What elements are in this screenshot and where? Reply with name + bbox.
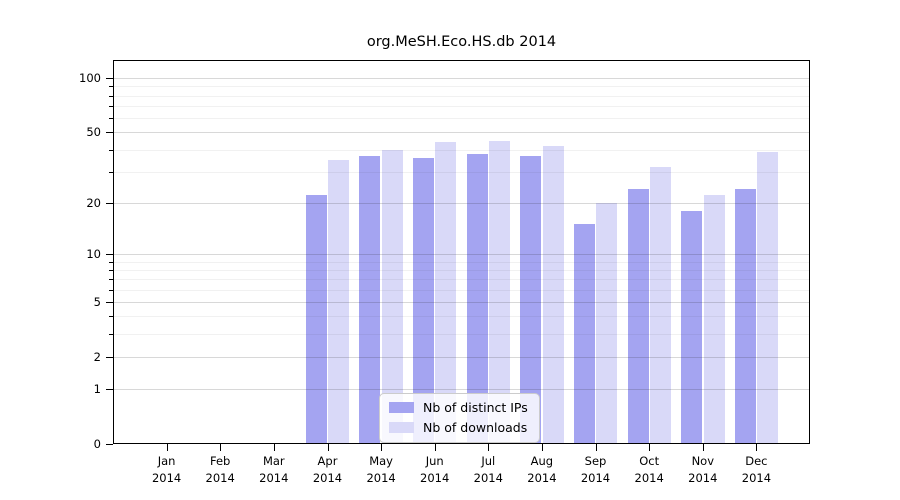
y-tick-label: 50: [86, 125, 101, 140]
y-axis-minor-tick: [109, 261, 113, 263]
gridline-minor: [113, 171, 810, 173]
x-axis-tick: [756, 444, 758, 451]
x-tick-label: Jan 2014: [151, 454, 182, 485]
x-axis-tick: [166, 444, 168, 451]
y-tick-label: 1: [93, 382, 101, 397]
x-axis-tick: [434, 444, 436, 451]
bar-ips-dec: [734, 188, 756, 444]
bar-ips-jun: [413, 157, 434, 444]
gridline-major: [113, 302, 810, 303]
legend-label-downloads: Nb of downloads: [423, 420, 528, 435]
x-tick-label: Aug 2014: [527, 454, 557, 485]
x-tick-label: Dec 2014: [741, 454, 772, 485]
legend-label-ips: Nb of distinct IPs: [423, 400, 528, 415]
bar-downloads-nov: [703, 195, 725, 444]
x-tick-label: Jul 2014: [473, 454, 503, 485]
y-axis-minor-tick: [109, 279, 113, 281]
x-tick-label: Jun 2014: [420, 454, 450, 485]
y-axis-minor-tick: [109, 289, 113, 291]
y-tick-label: 10: [86, 246, 101, 261]
y-axis-tick: [106, 132, 113, 134]
y-axis-tick: [106, 202, 113, 204]
y-axis-tick: [106, 356, 113, 358]
x-axis-tick: [273, 444, 275, 451]
bar-ips-nov: [681, 210, 703, 444]
y-tick-label: 20: [86, 195, 101, 210]
legend-item-downloads: Nb of downloads: [389, 420, 528, 435]
x-tick-label: May 2014: [366, 454, 396, 485]
gridline-minor: [113, 261, 810, 263]
bar-downloads-sep: [596, 202, 618, 444]
gridline-minor: [113, 149, 810, 151]
x-axis-tick: [702, 444, 704, 451]
bar-downloads-oct: [649, 166, 671, 444]
y-tick-label: 0: [93, 437, 101, 451]
y-axis-tick: [106, 389, 113, 391]
bar-ips-jul: [466, 153, 488, 444]
x-axis-tick: [649, 444, 651, 451]
y-axis-minor-tick: [109, 316, 113, 318]
x-axis-tick: [381, 444, 383, 451]
legend-swatch-ips: [389, 402, 414, 413]
x-tick-label: Feb 2014: [205, 454, 235, 485]
y-axis-minor-tick: [109, 149, 113, 151]
gridline-minor: [113, 279, 810, 281]
plot-area: [113, 60, 810, 444]
gridline-minor: [113, 106, 810, 108]
y-axis-minor-tick: [109, 95, 113, 97]
gridline-minor: [113, 118, 810, 120]
y-tick-label: 5: [93, 295, 101, 309]
x-axis-tick: [327, 444, 329, 451]
bar-downloads-aug: [542, 145, 564, 444]
gridline-minor: [113, 269, 810, 271]
gridline-minor: [113, 316, 810, 318]
gridline-major: [113, 78, 810, 80]
bar-ips-sep: [573, 224, 595, 444]
y-axis-tick: [106, 253, 113, 255]
x-tick-label: Mar 2014: [259, 454, 289, 485]
bar-downloads-jul: [489, 140, 510, 444]
x-axis-tick: [220, 444, 222, 451]
y-axis-minor-tick: [109, 106, 113, 108]
y-axis-minor-tick: [109, 171, 113, 173]
gridline-minor: [113, 334, 810, 336]
y-axis-minor-tick: [109, 118, 113, 120]
bar-ips-oct: [627, 188, 649, 444]
x-axis-tick: [488, 444, 490, 451]
legend-item-distinct-ips: Nb of distinct IPs: [389, 400, 528, 415]
y-axis-tick: [106, 302, 113, 303]
y-axis-minor-tick: [109, 269, 113, 271]
chart-title: org.MeSH.Eco.HS.db 2014: [366, 34, 557, 50]
y-axis-minor-tick: [109, 334, 113, 336]
bar-ips-apr: [305, 195, 327, 444]
y-axis-tick: [106, 444, 113, 445]
bar-downloads-dec: [757, 151, 779, 444]
bar-ips-aug: [520, 155, 542, 444]
gridline-major: [113, 389, 810, 391]
y-axis-tick: [106, 78, 113, 80]
y-axis-minor-tick: [109, 86, 113, 88]
gridline-major: [113, 253, 810, 255]
gridline-minor: [113, 86, 810, 88]
x-tick-label: Sep 2014: [580, 454, 611, 485]
y-tick-label: 2: [93, 349, 101, 364]
gridline-minor: [113, 289, 810, 291]
x-axis-tick: [595, 444, 597, 451]
legend-box: Nb of distinct IPs Nb of downloads: [379, 393, 540, 443]
x-tick-label: Oct 2014: [634, 454, 664, 485]
bar-downloads-may: [381, 149, 403, 444]
legend-swatch-downloads: [389, 422, 414, 433]
y-tick-label: 100: [79, 71, 101, 86]
gridline-minor: [113, 95, 810, 97]
gridline-major: [113, 202, 810, 204]
gridline-major: [113, 132, 810, 134]
gridline-major: [113, 356, 810, 358]
x-tick-label: Nov 2014: [688, 454, 718, 485]
x-axis-tick: [541, 444, 543, 451]
bar-downloads-apr: [328, 159, 350, 444]
bar-ips-may: [359, 155, 381, 444]
bar-downloads-jun: [435, 142, 457, 444]
x-tick-label: Apr 2014: [312, 454, 343, 485]
